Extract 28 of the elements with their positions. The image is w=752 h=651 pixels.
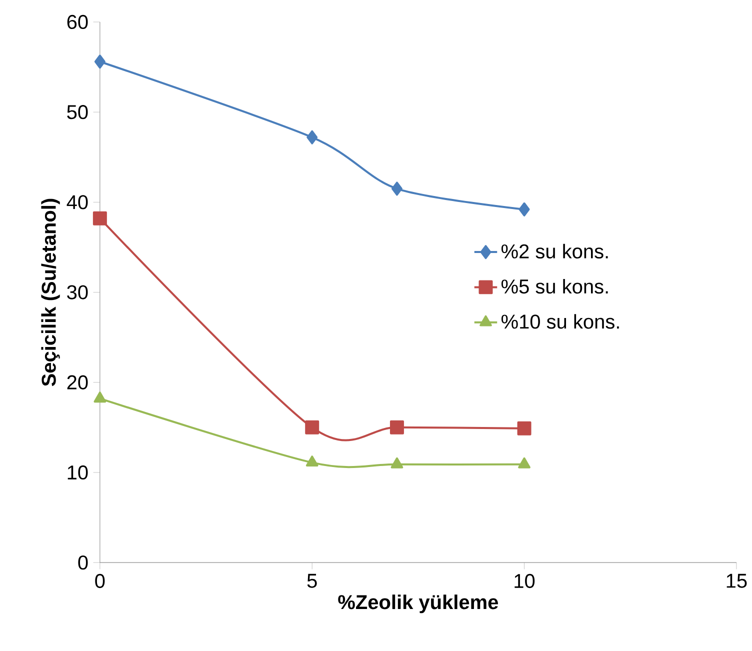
point <box>94 392 106 403</box>
point <box>94 54 106 69</box>
x-tick-label: 5 <box>307 574 317 588</box>
x-tick-label: 15 <box>726 574 747 588</box>
y-tick-label: 40 <box>66 195 88 210</box>
x-tick-label: 0 <box>95 574 105 588</box>
y-tick-label: 60 <box>67 15 88 30</box>
y-tick-label: 20 <box>67 376 88 390</box>
legend-label: %5 su kons. <box>501 279 608 294</box>
y-tick-label: 50 <box>67 105 88 120</box>
point <box>518 458 530 469</box>
x-tick-label: 10 <box>514 574 535 588</box>
y-tick-label: 10 <box>68 466 88 480</box>
y-tick-label: 30 <box>67 285 88 300</box>
x-axis-title: %Zeolik yükleme <box>338 594 498 614</box>
point <box>92 212 107 226</box>
legend-label: %10 su kons. <box>501 314 619 329</box>
y-tick-label: 0 <box>78 556 88 570</box>
point <box>390 420 404 435</box>
point <box>517 422 532 436</box>
point <box>306 130 318 145</box>
y-axis-title: Seçicilik (Su/etanol) <box>41 199 60 386</box>
point <box>305 420 320 435</box>
point <box>391 182 402 196</box>
point <box>518 202 530 217</box>
point <box>390 458 404 469</box>
legend-label: %2 su kons. <box>501 244 608 259</box>
point <box>306 456 318 467</box>
